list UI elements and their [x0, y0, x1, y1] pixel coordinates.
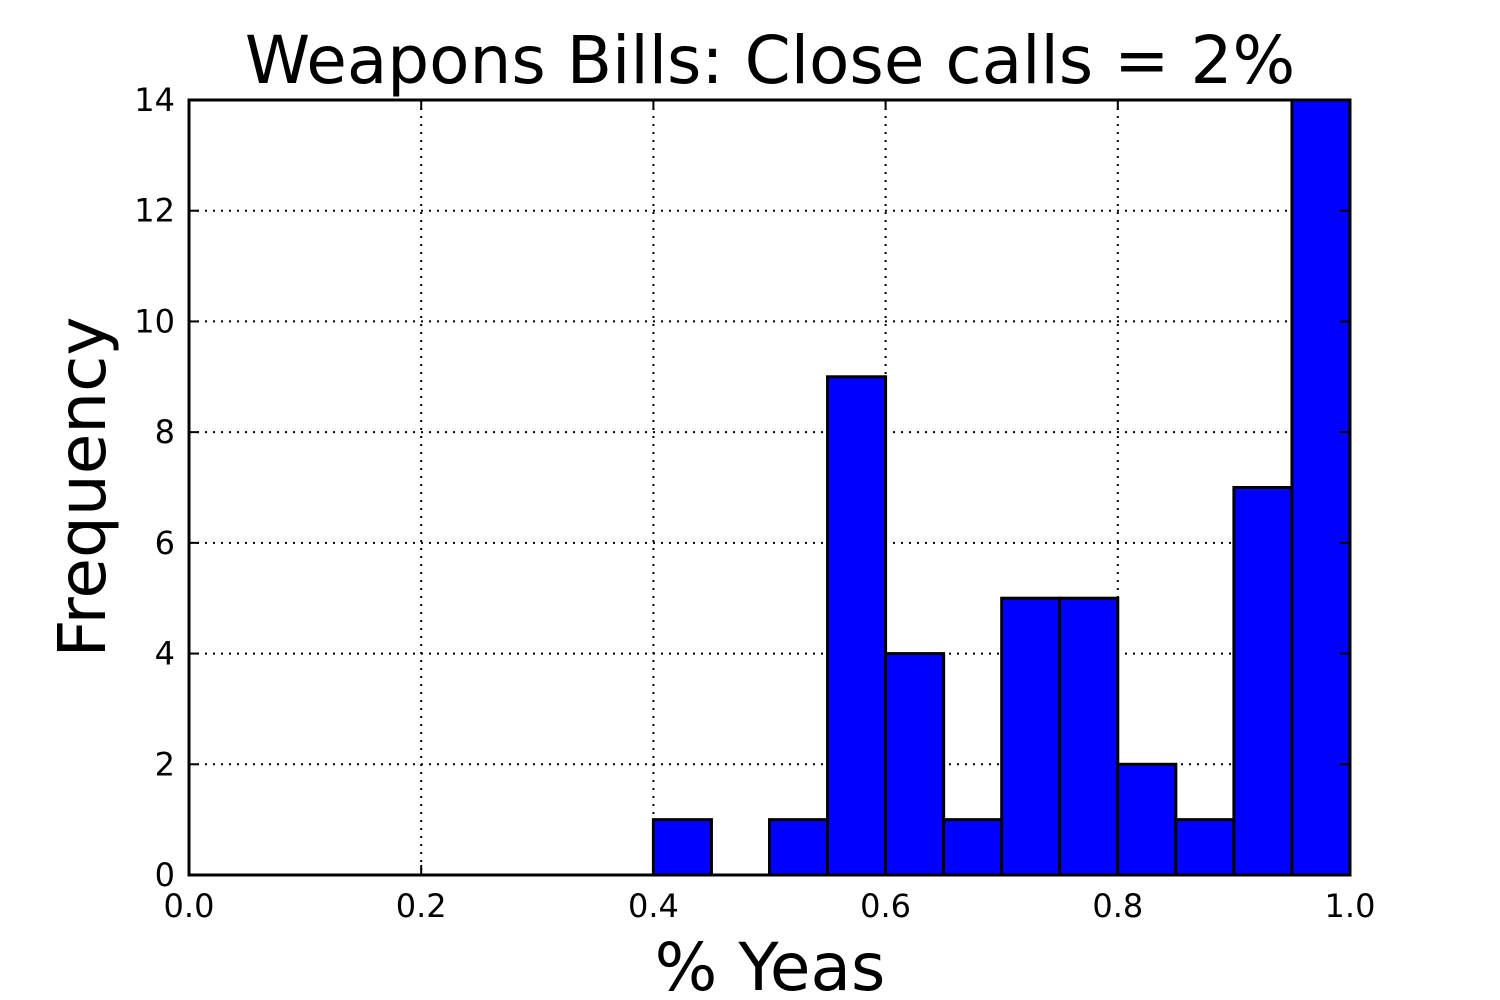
x-tick-label: 0.8 [1092, 887, 1143, 925]
y-tick-label: 6 [155, 524, 175, 562]
x-axis-label: % Yeas [655, 929, 886, 1000]
x-tick-label: 0.6 [860, 887, 911, 925]
y-tick-label: 14 [134, 81, 175, 119]
y-tick-label: 4 [155, 635, 175, 673]
grid-lines [188, 99, 1351, 876]
axis-ticks [188, 99, 1351, 876]
y-tick-label: 2 [155, 745, 175, 783]
y-axis-label: Frequency [44, 317, 121, 658]
y-tick-label: 12 [134, 192, 175, 230]
x-tick-label: 0.0 [164, 887, 215, 925]
histogram-bar [1000, 596, 1062, 877]
chart-title: Weapons Bills: Close calls = 2% [245, 22, 1295, 99]
histogram-bar [1116, 762, 1178, 877]
x-tick-label: 0.4 [628, 887, 679, 925]
tick-labels: 0.0 0.2 0.4 0.6 0.8 1.0 0 2 4 6 8 10 12 14 [134, 81, 1375, 925]
histogram-bar [884, 652, 946, 877]
y-tick-label: 8 [155, 413, 175, 451]
histogram-bar [1290, 98, 1352, 877]
histogram-bar [826, 375, 888, 877]
histogram-bar [651, 818, 713, 877]
y-tick-label: 10 [134, 302, 175, 340]
histogram-bar [1174, 818, 1236, 877]
x-tick-label: 0.2 [396, 887, 447, 925]
histogram-bar [1232, 486, 1294, 877]
plot-frame [187, 98, 1352, 877]
x-tick-label: 1.0 [1325, 887, 1376, 925]
histogram-bar [942, 818, 1004, 877]
y-tick-label: 0 [155, 856, 175, 894]
histogram-bar [1058, 596, 1120, 877]
histogram-bar [768, 818, 830, 877]
histogram-bars [651, 98, 1352, 877]
